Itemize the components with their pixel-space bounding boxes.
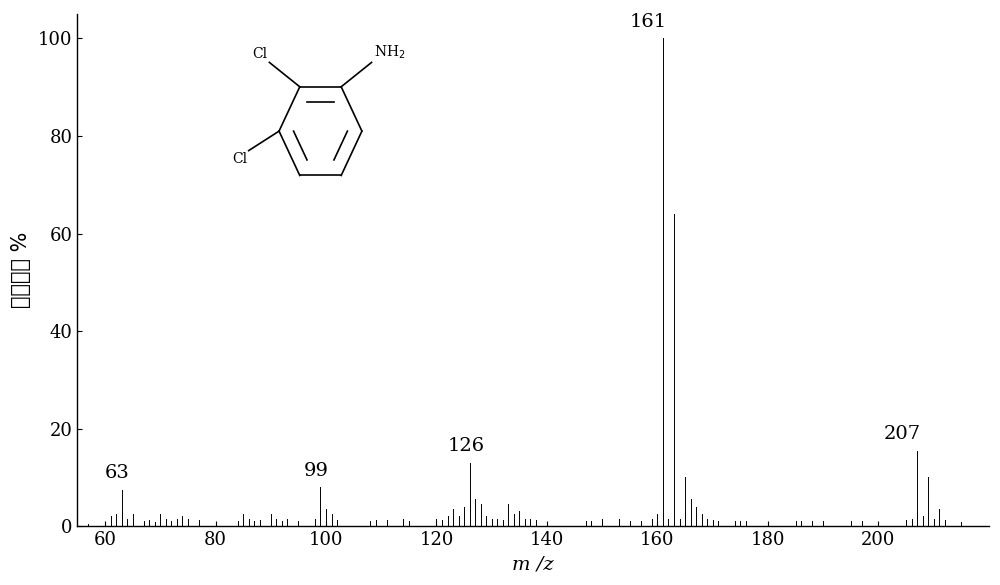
Text: 99: 99 [304,462,329,480]
X-axis label: m /z: m /z [512,556,554,574]
Text: 161: 161 [630,13,667,31]
Text: Cl: Cl [253,47,268,61]
Text: NH$_2$: NH$_2$ [374,43,406,61]
Text: Cl: Cl [232,152,247,166]
Text: 63: 63 [105,464,130,482]
Y-axis label: 相对丰度 %: 相对丰度 % [11,232,31,308]
Text: 126: 126 [448,438,485,455]
Text: 207: 207 [884,425,921,443]
